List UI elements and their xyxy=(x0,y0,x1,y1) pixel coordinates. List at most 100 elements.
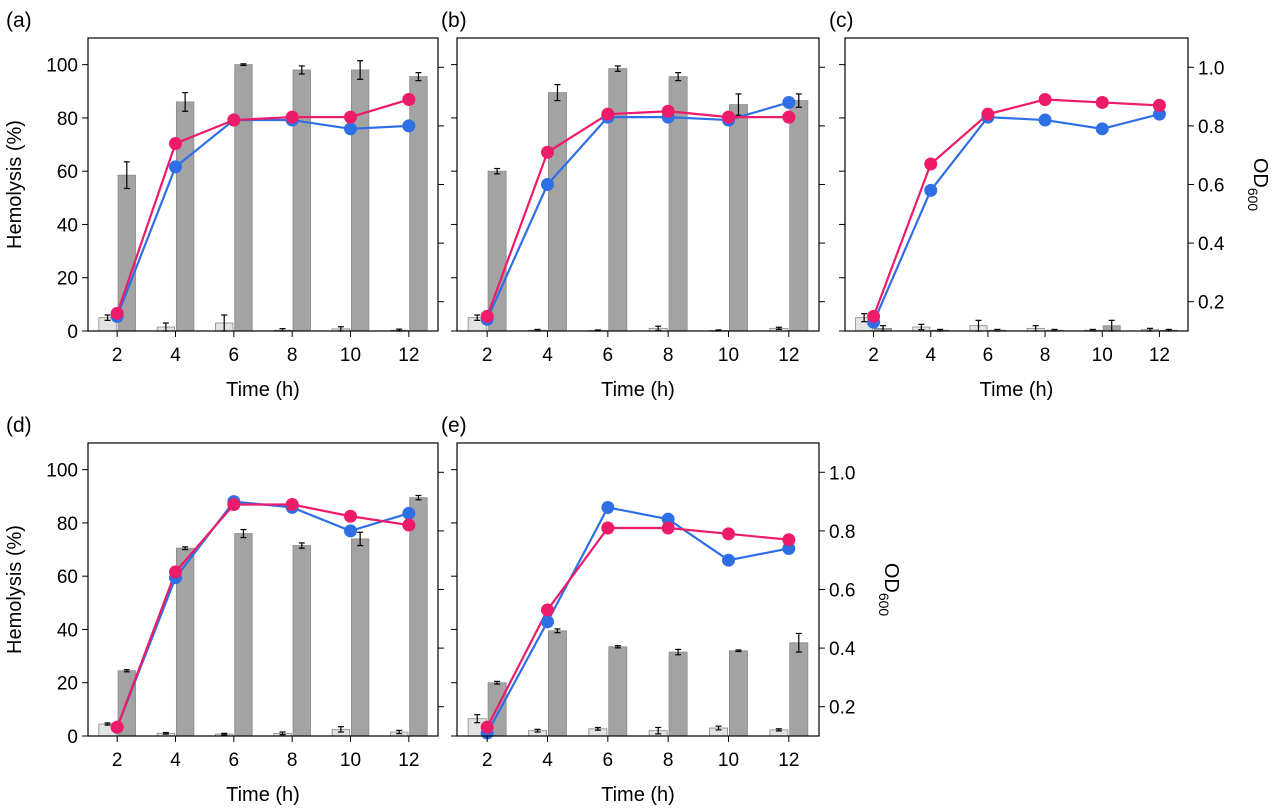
plot-frame xyxy=(87,37,439,332)
series-line-pink xyxy=(116,503,409,728)
y2-tick-label: 1.0 xyxy=(1198,58,1224,79)
error-bar xyxy=(279,731,286,736)
x-tick-label: 12 xyxy=(778,750,799,771)
series-point-pink xyxy=(541,603,554,617)
bar xyxy=(409,497,428,737)
bar xyxy=(789,642,809,737)
y2-tick-label: 0.4 xyxy=(829,639,856,660)
chart-panel-5: (e) 0.2 0.4 0.6 0.8 1.0 2 4 6 8 10 12 Time (h) OD600 xyxy=(441,414,902,806)
error-bar xyxy=(614,65,621,72)
series-point-pink xyxy=(981,107,995,121)
ticks xyxy=(82,469,444,742)
error-bar xyxy=(240,63,247,67)
error-bar xyxy=(735,93,742,116)
error-bar xyxy=(123,669,130,673)
series-point-pink xyxy=(480,309,494,323)
x-tick-label: 4 xyxy=(542,750,553,771)
error-bar xyxy=(735,649,742,653)
x-tick-label: 10 xyxy=(718,345,739,366)
x-tick-label: 2 xyxy=(482,345,493,366)
plot-frame xyxy=(87,442,439,737)
error-bar xyxy=(534,728,541,733)
x-tick-label: 8 xyxy=(663,750,674,771)
plot-frame xyxy=(844,37,1189,332)
x-tick-label: 6 xyxy=(603,750,614,771)
bar xyxy=(350,538,370,737)
x-axis-title: Time (h) xyxy=(601,379,675,401)
panel-label: (d) xyxy=(6,414,32,437)
error-bar xyxy=(357,60,364,80)
series-point-blue xyxy=(402,506,416,520)
error-bar xyxy=(298,542,305,549)
y2-tick-label: 0.2 xyxy=(1198,293,1224,314)
y2-axis-title-main: OD xyxy=(1249,158,1271,188)
x-tick-label: 4 xyxy=(170,345,181,366)
error-bar xyxy=(474,714,481,724)
series-line-pink xyxy=(486,526,789,728)
series-point-blue xyxy=(402,119,416,133)
series-point-pink xyxy=(924,157,938,171)
x-axis-title: Time (h) xyxy=(601,784,675,806)
y-tick-label: 60 xyxy=(57,162,78,183)
bar xyxy=(548,92,567,332)
x-tick-label: 2 xyxy=(482,750,493,771)
series-point-pink xyxy=(344,509,357,523)
series-point-blue xyxy=(541,615,554,629)
error-bar xyxy=(554,628,561,634)
y-tick-label: 80 xyxy=(57,514,78,535)
bar xyxy=(292,69,311,332)
series-point-pink xyxy=(541,145,554,159)
series-point-blue xyxy=(541,178,554,191)
series-point-pink xyxy=(110,306,124,320)
series-point-pink xyxy=(169,565,182,579)
chart-panel-1: (a) 0 20 40 60 80 100 2 4 6 8 10 12 Time (h) Hemolysis… xyxy=(4,9,444,401)
series-point-pink xyxy=(1095,95,1109,109)
error-bar xyxy=(298,65,305,75)
x-tick-label: 2 xyxy=(112,750,123,771)
series-point-pink xyxy=(782,110,796,124)
ticks xyxy=(451,469,825,742)
y2-tick-label: 0.6 xyxy=(829,581,855,602)
chart-panel-2: (b) 2 4 6 8 10 12 Time (h) xyxy=(441,9,825,401)
plot-frame xyxy=(456,37,820,332)
y-tick-label: 0 xyxy=(67,322,78,343)
x-tick-label: 8 xyxy=(663,345,674,366)
bar xyxy=(729,650,748,737)
error-bar xyxy=(554,84,561,102)
series-line-blue xyxy=(116,118,409,317)
x-tick-label: 10 xyxy=(340,750,361,771)
error-bar xyxy=(415,72,422,82)
x-tick-label: 2 xyxy=(112,345,123,366)
bar xyxy=(234,64,253,332)
error-bar xyxy=(675,648,682,656)
x-axis-title: Time (h) xyxy=(226,784,300,806)
series-point-pink xyxy=(867,309,881,323)
x-tick-label: 6 xyxy=(229,345,240,366)
series-point-pink xyxy=(601,107,615,121)
x-axis-title: Time (h) xyxy=(980,379,1054,401)
y2-axis-title: OD600 xyxy=(1245,158,1271,212)
series-point-blue xyxy=(782,95,796,109)
series-point-pink xyxy=(1038,93,1052,107)
y2-tick-label: 0.8 xyxy=(1198,117,1224,138)
error-bar xyxy=(775,728,782,732)
error-bar xyxy=(240,528,247,539)
x-tick-label: 12 xyxy=(778,345,799,366)
series-point-pink xyxy=(344,110,357,124)
x-tick-label: 10 xyxy=(340,345,361,366)
panel-label: (b) xyxy=(441,9,467,32)
panel-label: (e) xyxy=(441,414,467,437)
y-tick-label: 40 xyxy=(57,620,78,641)
x-tick-label: 12 xyxy=(398,345,419,366)
bar xyxy=(789,100,809,332)
y2-tick-label: 0.4 xyxy=(1198,234,1225,255)
chart-panel-4: (d) 0 20 40 60 80 100 2 4 6 8 10 12 Time (h) Hemolysis… xyxy=(4,414,444,806)
ticks xyxy=(839,64,1194,337)
series-line-pink xyxy=(116,98,410,314)
error-bar xyxy=(675,72,682,82)
chart-panel-3: (c) 0.2 0.4 0.6 0.8 1.0 2 4 6 8 10 12 Time (h) OD600 xyxy=(829,9,1271,401)
series-point-blue xyxy=(344,122,357,136)
x-tick-label: 6 xyxy=(229,750,240,771)
y-tick-label: 100 xyxy=(46,461,78,482)
